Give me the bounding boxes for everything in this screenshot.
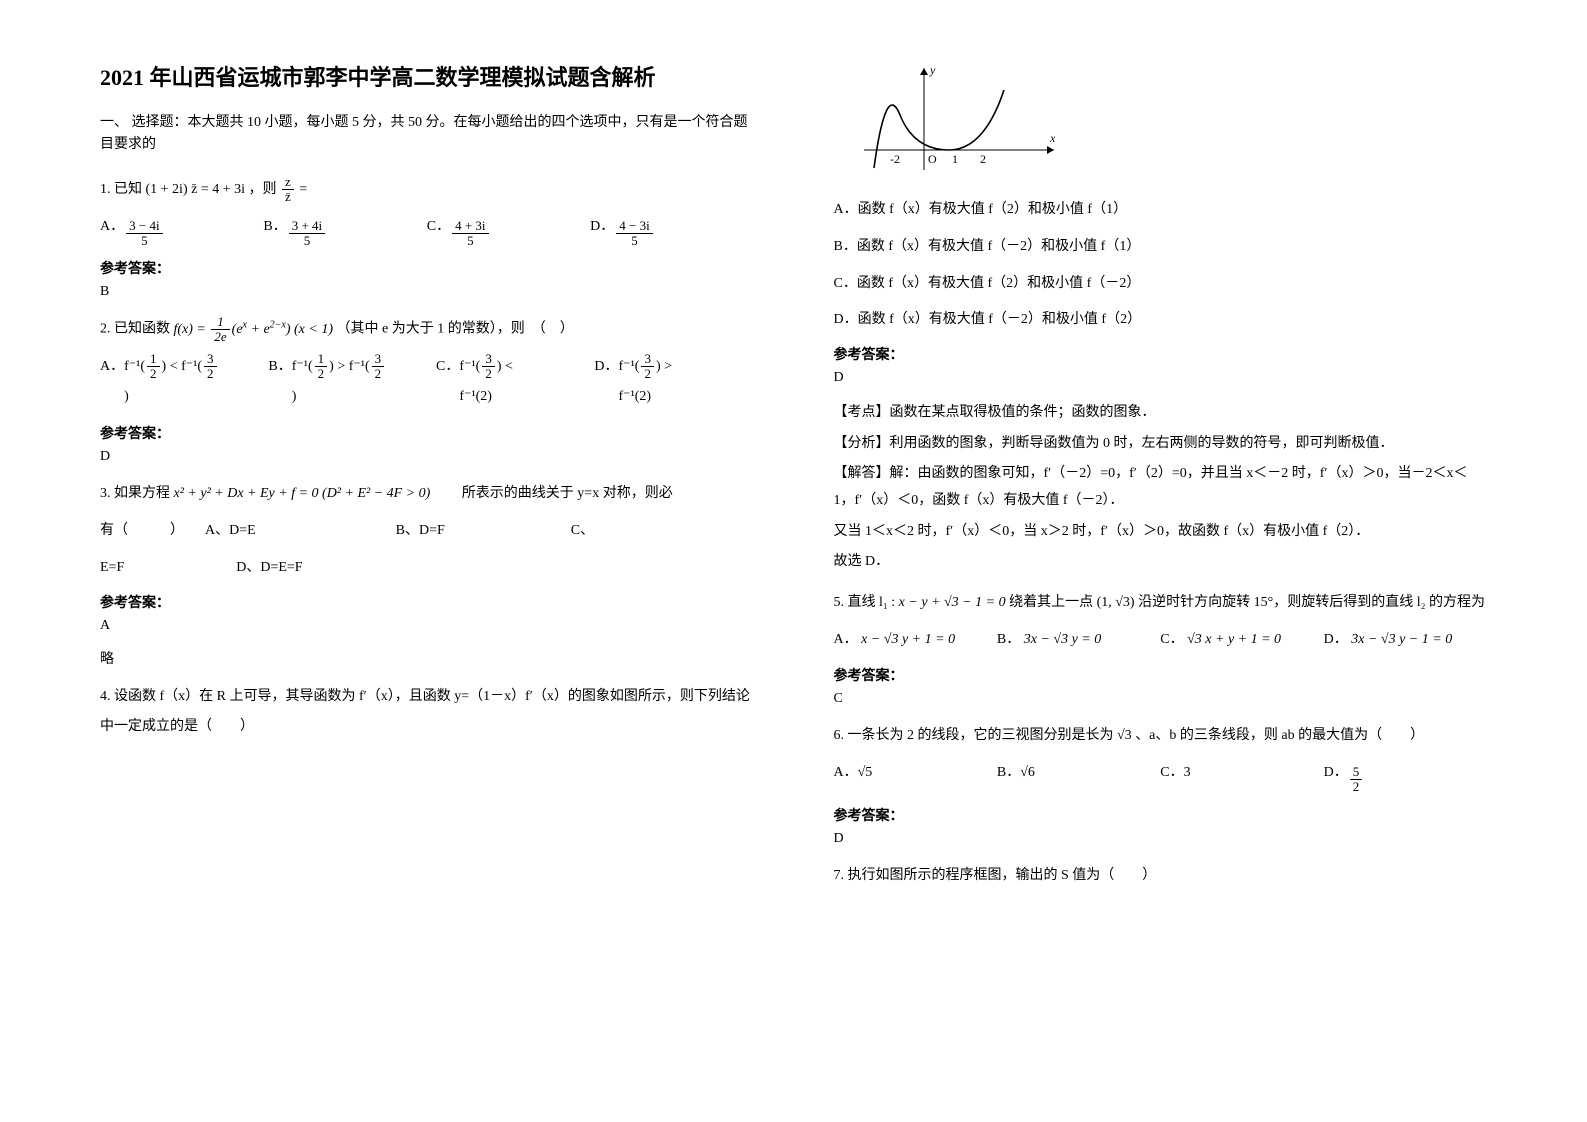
- q4-optA: A．函数 f（x）有极大值 f（2）和极小值 f（1）: [834, 195, 1488, 226]
- left-column: 2021 年山西省运城市郭李中学高二数学理模拟试题含解析 一、 选择题：本大题共…: [100, 60, 754, 1082]
- q1-optB-label: B．: [263, 212, 286, 243]
- q2-options: A．f⁻¹(12) < f⁻¹(32) B．f⁻¹(12) > f⁻¹(32) …: [100, 352, 754, 414]
- q6-answer-label: 参考答案：: [834, 805, 1488, 825]
- q1-optA: A． 3 − 4i5: [100, 212, 263, 249]
- q1-fracA: 3 − 4i5: [126, 219, 162, 249]
- q4-exp-1: 【考点】函数在某点取得极值的条件；函数的图象．: [834, 400, 1488, 427]
- q1-optC-label: C．: [427, 212, 450, 243]
- q7-stem: 7. 执行如图所示的程序框图，输出的 S 值为（ ）: [834, 861, 1488, 892]
- q6-options: A．√5 B．√6 C．3 D．52: [834, 758, 1488, 795]
- q2-answer: D: [100, 449, 754, 465]
- right-column: -2 O 1 2 x y A．函数 f（x）有极大值 f（2）和极小值 f（1）…: [834, 60, 1488, 1082]
- q1-stem: 1. 已知 (1 + 2i) z̄ = 4 + 3i ，则 z z̄ =: [100, 175, 754, 206]
- q1-pre: 1. 已知: [100, 182, 142, 197]
- q4-answer: D: [834, 370, 1488, 386]
- q2-answer-label: 参考答案：: [100, 423, 754, 443]
- q1-ratio: z z̄: [282, 175, 294, 205]
- q2-pre: 2. 已知函数: [100, 322, 174, 337]
- q4-graph: -2 O 1 2 x y: [834, 60, 1488, 185]
- q6-stem: 6. 一条长为 2 的线段，它的三视图分别是长为 √3 、a、b 的三条线段，则…: [834, 721, 1488, 752]
- q1-optC: C． 4 + 3i5: [427, 212, 590, 249]
- q2-optA: A．f⁻¹(12) < f⁻¹(32): [100, 352, 220, 414]
- tick-2: 2: [980, 152, 986, 166]
- q6-root: √3: [1117, 728, 1132, 743]
- q3-line2: 有（ ） A、D=E B、D=F C、: [100, 516, 754, 547]
- tick-1: 1: [952, 152, 958, 166]
- q2-optD: D．f⁻¹(32) > f⁻¹(2): [594, 352, 705, 414]
- q5-answer-label: 参考答案：: [834, 665, 1488, 685]
- q3-note: 略: [100, 648, 754, 668]
- q3-answer-label: 参考答案：: [100, 592, 754, 612]
- q5-optB: B． 3x − √3 y = 0: [997, 625, 1160, 656]
- q2-expr: f(x) = 12e(ex + e2−x) (x < 1): [174, 322, 334, 337]
- q4-optC: C．函数 f（x）有极大值 f（2）和极小值 f（－2）: [834, 269, 1488, 300]
- q5-stem: 5. 直线 l₁ : x − y + √3 − 1 = 0 绕着其上一点 (1,…: [834, 588, 1488, 619]
- q3-answer: A: [100, 618, 754, 634]
- q2-optC-m: f⁻¹(32) < f⁻¹(2): [459, 352, 546, 414]
- q6-optD: D．52: [1324, 758, 1487, 795]
- q2-optD-m: f⁻¹(32) > f⁻¹(2): [619, 352, 706, 414]
- q1-ratio-den: z̄: [282, 190, 294, 204]
- tick-origin: O: [928, 152, 937, 166]
- q1-fracB: 3 + 4i5: [289, 219, 325, 249]
- q5-pt: (1, √3): [1097, 595, 1135, 610]
- q2-optB: B．f⁻¹(12) > f⁻¹(32): [268, 352, 388, 414]
- q1-fracC: 4 + 3i5: [452, 219, 488, 249]
- q6-optC: C．3: [1160, 758, 1323, 789]
- q5-optA: A． x − √3 y + 1 = 0: [834, 625, 997, 656]
- q4-optD: D．函数 f（x）有极大值 f（－2）和极小值 f（2）: [834, 305, 1488, 336]
- q2-post: （其中 e 为大于 1 的常数），则 （ ）: [337, 322, 574, 337]
- q2-stem: 2. 已知函数 f(x) = 12e(ex + e2−x) (x < 1) （其…: [100, 314, 754, 345]
- q1-optB: B． 3 + 4i5: [263, 212, 426, 249]
- q6-optB: B．√6: [997, 758, 1160, 789]
- q6-fracD: 52: [1350, 765, 1363, 795]
- q4-stem: 4. 设函数 f（x）在 R 上可导，其导函数为 f′（x），且函数 y=（1－…: [100, 682, 754, 744]
- q1-fracD: 4 − 3i5: [616, 219, 652, 249]
- q2-optC: C．f⁻¹(32) < f⁻¹(2): [436, 352, 546, 414]
- q1-optD-label: D．: [590, 212, 614, 243]
- q1-options: A． 3 − 4i5 B． 3 + 4i5 C． 4 + 3i5 D． 4 − …: [100, 212, 754, 249]
- q1-expr: (1 + 2i) z̄ = 4 + 3i ，则: [146, 182, 281, 197]
- tick-neg2: -2: [890, 152, 900, 166]
- q1-optA-label: A．: [100, 212, 124, 243]
- q2-optA-m: f⁻¹(12) < f⁻¹(32): [124, 352, 220, 414]
- x-label: x: [1049, 131, 1056, 145]
- q1-optD: D． 4 − 3i5: [590, 212, 753, 249]
- q6-answer: D: [834, 831, 1488, 847]
- q4-exp-5: 故选 D．: [834, 549, 1488, 576]
- q5-optC: C． √3 x + y + 1 = 0: [1160, 625, 1323, 656]
- q5-expr: x − y + √3 − 1 = 0: [899, 595, 1006, 610]
- q1-ratio-num: z: [282, 175, 294, 190]
- q3-line3: E=F D、D=E=F: [100, 553, 754, 584]
- y-label: y: [929, 63, 936, 77]
- q5-answer: C: [834, 691, 1488, 707]
- q3-expr: x² + y² + Dx + Ey + f = 0 (D² + E² − 4F …: [174, 486, 431, 501]
- q1-post: =: [299, 182, 307, 197]
- q4-optB: B．函数 f（x）有极大值 f（－2）和极小值 f（1）: [834, 232, 1488, 263]
- q4-exp-2: 【分析】利用函数的图象，判断导函数值为 0 时，左右两侧的导数的符号，即可判断极…: [834, 431, 1488, 458]
- q6-optA: A．√5: [834, 758, 997, 789]
- q5-options: A． x − √3 y + 1 = 0 B． 3x − √3 y = 0 C． …: [834, 625, 1488, 656]
- q3-line1: 3. 如果方程 x² + y² + Dx + Ey + f = 0 (D² + …: [100, 479, 754, 510]
- q4-exp-4: 又当 1＜x＜2 时，f′（x）＜0，当 x＞2 时，f′（x）＞0，故函数 f…: [834, 519, 1488, 546]
- q1-answer-label: 参考答案：: [100, 258, 754, 278]
- q5-optD: D． 3x − √3 y − 1 = 0: [1324, 625, 1487, 656]
- q1-answer: B: [100, 284, 754, 300]
- q4-exp-3: 【解答】解：由函数的图象可知，f′（－2）=0，f′（2）=0，并且当 x＜－2…: [834, 461, 1488, 514]
- q4-answer-label: 参考答案：: [834, 344, 1488, 364]
- main-title: 2021 年山西省运城市郭李中学高二数学理模拟试题含解析: [100, 60, 754, 92]
- q2-optB-m: f⁻¹(12) > f⁻¹(32): [292, 352, 388, 414]
- q4-graph-svg: -2 O 1 2 x y: [864, 60, 1064, 180]
- section-instructions: 一、 选择题：本大题共 10 小题，每小题 5 分，共 50 分。在每小题给出的…: [100, 112, 754, 157]
